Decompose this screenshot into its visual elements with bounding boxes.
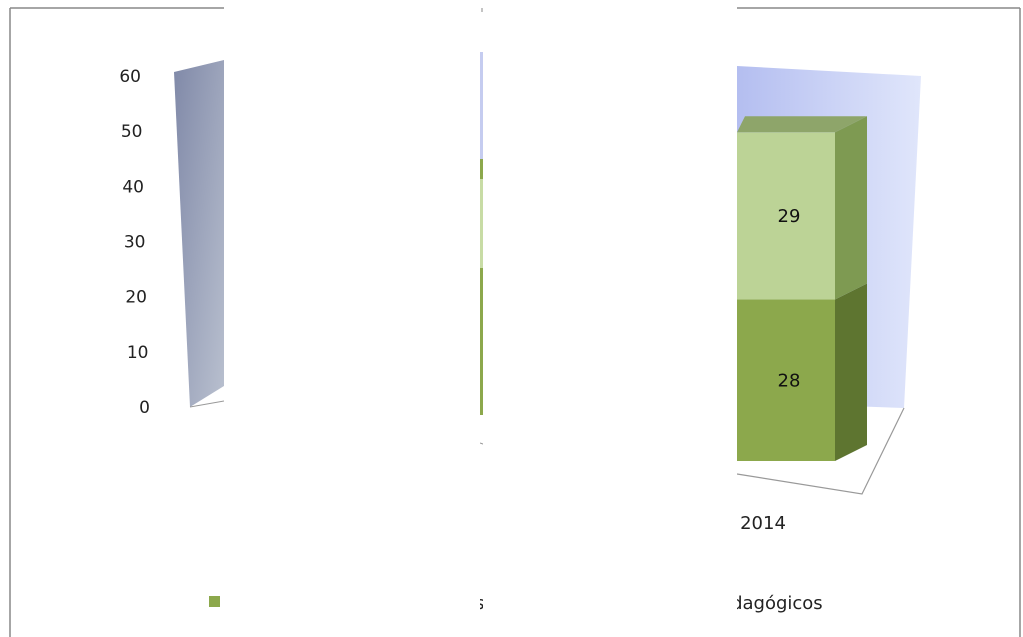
floor-outline — [736, 407, 905, 495]
bar-segment-side — [835, 283, 867, 461]
occluder-right — [483, 9, 737, 637]
mid-bar-dark-top — [480, 159, 483, 179]
mid-bar-light — [480, 179, 483, 268]
y-tick-label: 20 — [125, 288, 147, 308]
occluder-left — [224, 9, 480, 637]
bar-segment-front — [737, 299, 835, 461]
bar-segment-front — [737, 132, 835, 300]
legend-swatch-series-1 — [209, 596, 220, 607]
y-tick-label: 40 — [122, 177, 144, 197]
bar-data-label: 29 — [778, 206, 801, 227]
y-tick-label: 50 — [121, 122, 143, 142]
legend-fragment-2: edagógicos — [720, 593, 823, 614]
floor-left-edge — [189, 400, 225, 408]
category-label-2014: 2014 — [740, 513, 786, 534]
mid-wall-strip — [480, 52, 483, 159]
bar-top-face — [737, 116, 867, 133]
y-tick-label: 0 — [139, 398, 150, 418]
bar-segment-side — [835, 116, 867, 300]
side-wall — [174, 60, 224, 407]
y-tick-label: 60 — [119, 67, 141, 87]
y-tick-label: 30 — [124, 233, 146, 253]
bar-data-label: 28 — [778, 370, 801, 391]
mid-bar-dark — [480, 268, 483, 415]
y-tick-label: 10 — [127, 343, 149, 363]
